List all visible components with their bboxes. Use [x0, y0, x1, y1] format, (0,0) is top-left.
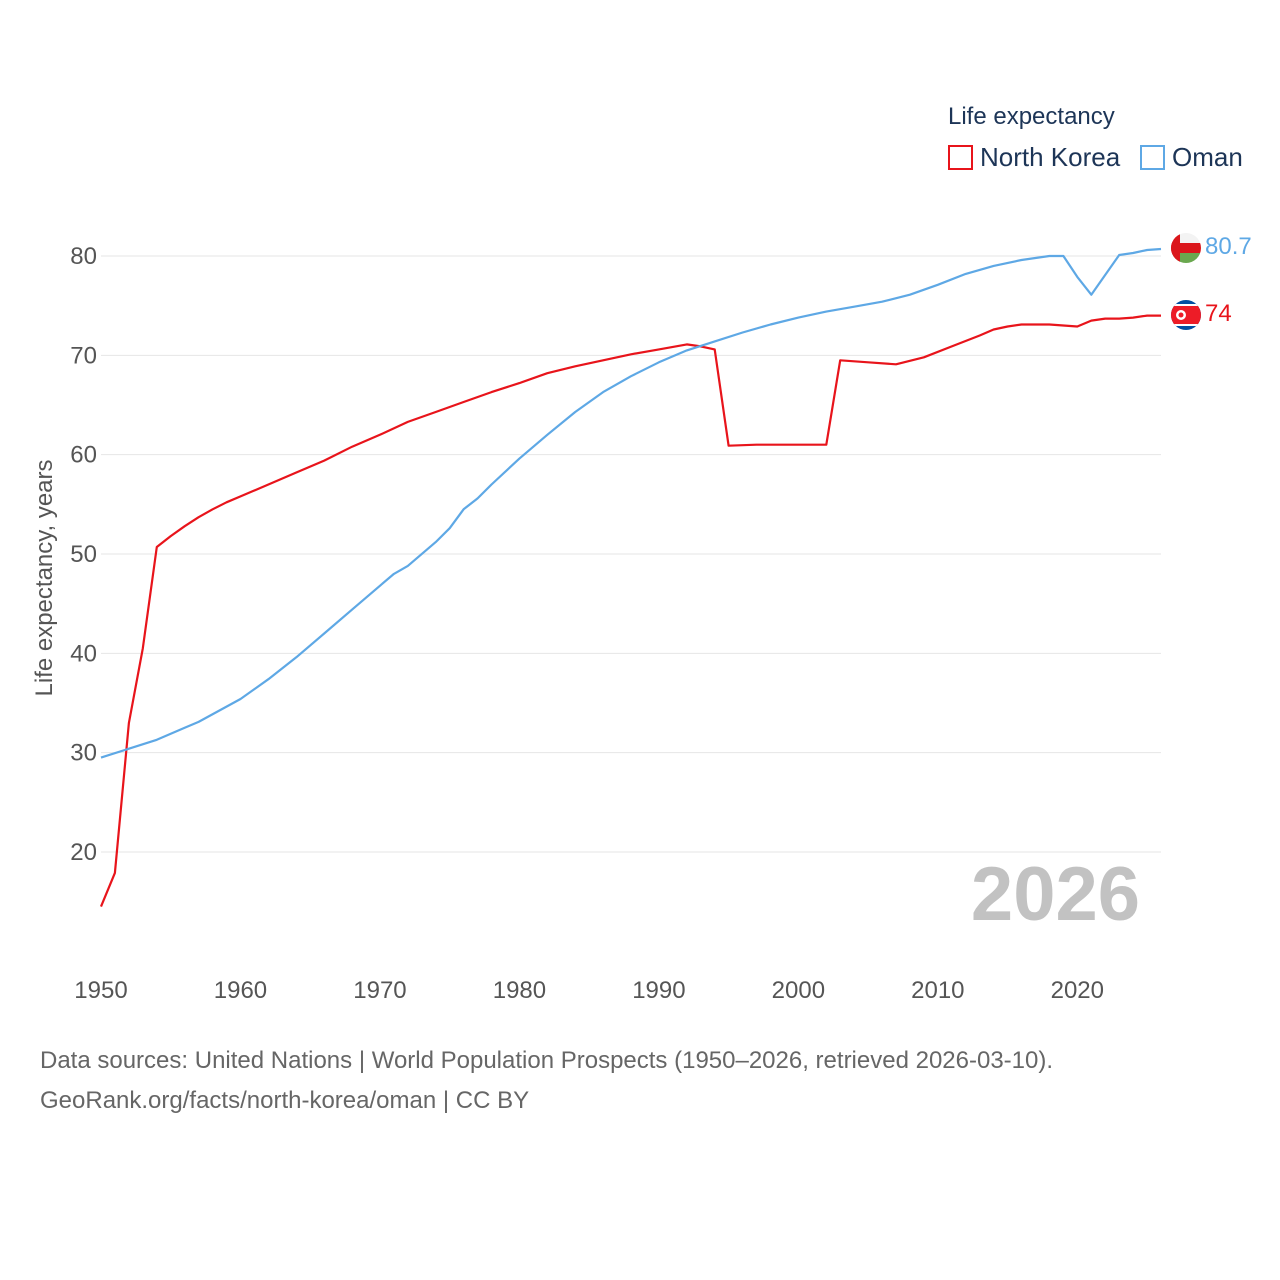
- north-korea-end-value: 74: [1205, 300, 1232, 327]
- legend-swatch-oman: [1140, 145, 1165, 170]
- x-tick-label-2020: 2020: [1051, 977, 1104, 1004]
- x-tick-label-2010: 2010: [911, 977, 964, 1004]
- y-axis-label: Life expectancy, years: [31, 459, 58, 696]
- oman-flag-icon: [1171, 233, 1201, 263]
- y-tick-label-70: 70: [70, 342, 97, 369]
- north-korea-end-marker: 74: [1171, 300, 1232, 330]
- legend-label-north-korea: North Korea: [980, 142, 1121, 172]
- legend-item-north-korea[interactable]: North Korea: [948, 142, 1121, 172]
- legend-swatch-north-korea: [948, 145, 973, 170]
- y-tick-label-80: 80: [70, 243, 97, 270]
- legend-title: Life expectancy: [948, 103, 1115, 130]
- x-tick-label-1950: 1950: [74, 977, 127, 1004]
- y-tick-label-60: 60: [70, 442, 97, 469]
- series-line-north-korea[interactable]: [99, 314, 1161, 908]
- source-url-text[interactable]: GeoRank.org/facts/north-korea/oman | CC …: [40, 1087, 529, 1114]
- x-tick-label-1990: 1990: [632, 977, 685, 1004]
- oman-end-marker: 80.7: [1171, 233, 1252, 263]
- y-tick-label-50: 50: [70, 541, 97, 568]
- x-tick-label-1980: 1980: [493, 977, 546, 1004]
- y-tick-label-30: 30: [70, 740, 97, 767]
- y-tick-label-20: 20: [70, 839, 97, 866]
- legend-label-oman: Oman: [1172, 142, 1243, 172]
- legend: Life expectancy North Korea Oman: [948, 103, 1243, 172]
- y-axis-ticks: 20 30 40 50 60 70 80: [70, 243, 97, 866]
- x-tick-label-1960: 1960: [214, 977, 267, 1004]
- series-line-oman[interactable]: [100, 247, 1162, 759]
- legend-item-oman[interactable]: Oman: [1140, 142, 1243, 172]
- x-axis-ticks: 1950 1960 1970 1980 1990 2000 2010 2020: [74, 977, 1104, 1004]
- oman-end-value: 80.7: [1205, 233, 1252, 260]
- gridlines: [101, 255, 1161, 853]
- year-watermark: 2026: [971, 852, 1140, 937]
- data-source-text: Data sources: United Nations | World Pop…: [40, 1047, 1053, 1074]
- y-tick-label-40: 40: [70, 640, 97, 667]
- x-tick-label-1970: 1970: [353, 977, 406, 1004]
- series-lines: [99, 247, 1162, 908]
- north-korea-flag-icon: [1171, 300, 1201, 330]
- x-tick-label-2000: 2000: [772, 977, 825, 1004]
